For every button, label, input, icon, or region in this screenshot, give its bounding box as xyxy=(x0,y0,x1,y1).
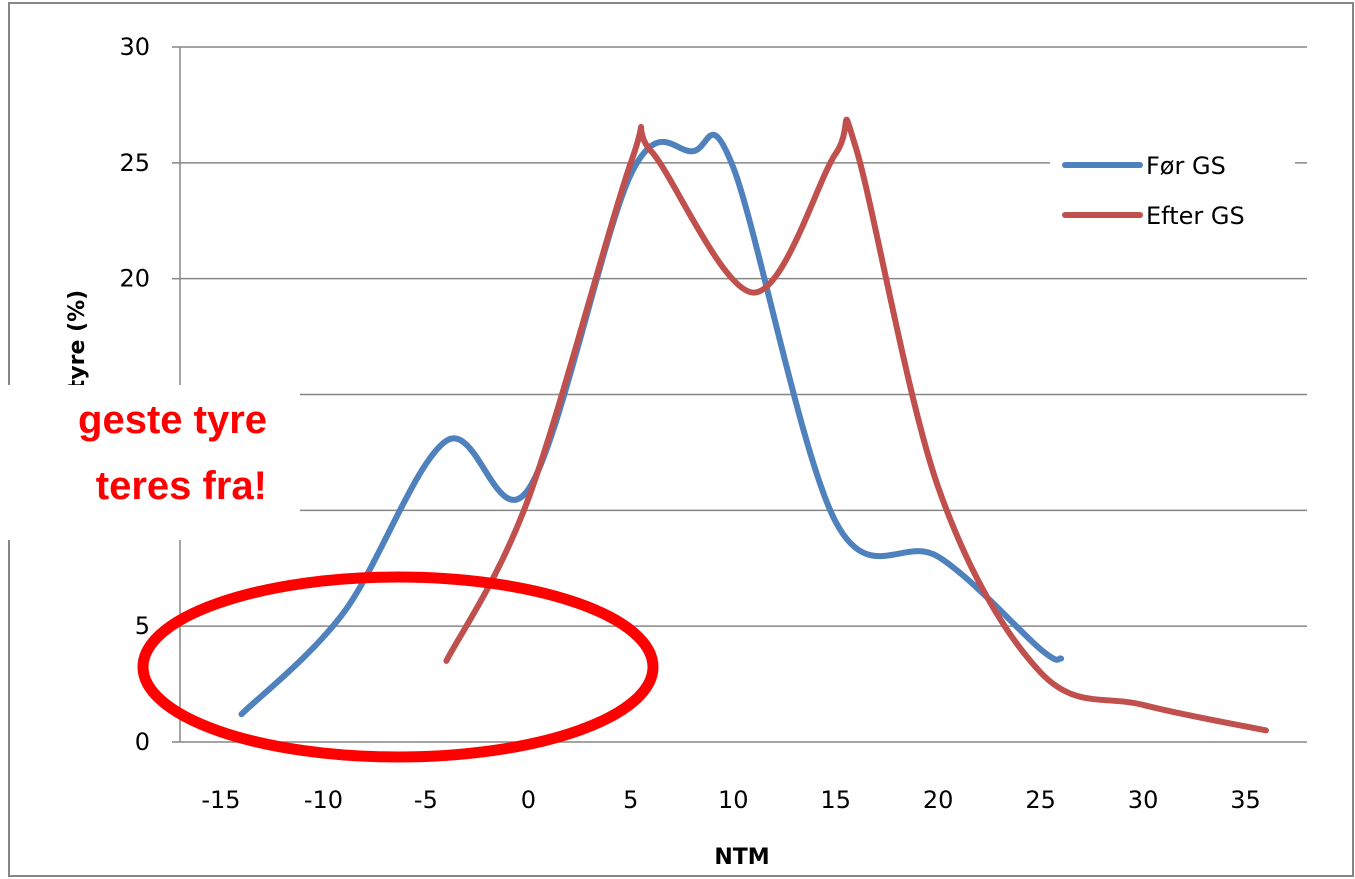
x-tick-label: 5 xyxy=(623,786,638,814)
series-line-2 xyxy=(443,116,1269,734)
y-tick-label: 5 xyxy=(135,612,150,640)
series-line-1 xyxy=(238,131,1065,718)
callout-text-background xyxy=(0,385,300,540)
callout-ellipse xyxy=(137,571,659,763)
legend-label-1: Før GS xyxy=(1146,152,1226,180)
callout-annotation: geste tyre teres fra! xyxy=(0,385,659,763)
callout-text-line-1: geste tyre xyxy=(78,398,267,442)
y-tick-labels: 0 5 20 25 30 xyxy=(119,33,150,756)
callout-text-line-2: teres fra! xyxy=(96,464,267,508)
y-axis-title: tyre (%) xyxy=(65,290,90,390)
legend-box xyxy=(1050,125,1295,250)
y-tick-label: 30 xyxy=(119,33,150,61)
x-tick-label: -15 xyxy=(201,786,240,814)
series-lines xyxy=(238,116,1269,734)
y-tick-label: 0 xyxy=(135,728,150,756)
y-tick-label: 25 xyxy=(119,149,150,177)
legend-label-2: Efter GS xyxy=(1146,202,1245,230)
legend: Før GS Efter GS xyxy=(1050,125,1295,250)
y-tick-label: 20 xyxy=(119,265,150,293)
gridlines xyxy=(180,46,1307,627)
x-tick-label: 10 xyxy=(718,786,749,814)
x-tick-label: 30 xyxy=(1128,786,1159,814)
x-tick-labels: -15 -10 -5 0 5 10 15 20 25 30 35 xyxy=(201,786,1260,814)
x-tick-label: 20 xyxy=(923,786,954,814)
x-tick-label: 0 xyxy=(521,786,536,814)
x-axis-title: NTM xyxy=(714,845,769,870)
x-tick-label: 25 xyxy=(1025,786,1056,814)
x-tick-label: -10 xyxy=(304,786,343,814)
x-tick-label: 35 xyxy=(1230,786,1261,814)
x-tick-label: 15 xyxy=(820,786,851,814)
x-tick-label: -5 xyxy=(414,786,438,814)
